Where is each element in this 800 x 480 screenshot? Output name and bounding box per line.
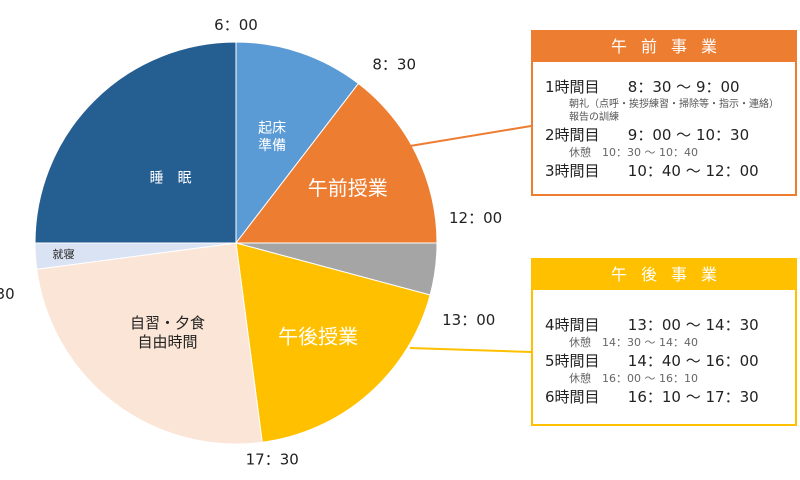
time-label: 23：30 (0, 285, 15, 303)
time-label: 13：00 (442, 311, 495, 329)
period-time: 14：40 ～ 16：00 (627, 352, 759, 370)
pie-slice (234, 82, 438, 244)
period-note: 朝礼（点呼・挨拶練習・掃除等・指示・連絡） 報告の訓練 (545, 98, 785, 124)
period-note-text: 朝礼（点呼・挨拶練習・掃除等・指示・連絡） 報告の訓練 (569, 99, 779, 123)
time-label: 12：00 (449, 209, 502, 227)
slice-label: 起床準備 (258, 121, 286, 155)
slice-label: 自習・夕食自由時間 (130, 314, 205, 351)
time-label: 6：00 (214, 16, 258, 34)
morning-schedule-box: 午前事業 1時間目 8：30 ～ 9：00 朝礼（点呼・挨拶練習・掃除等・指示・… (531, 30, 797, 196)
period-name: 3時間目 (545, 162, 600, 180)
period-time: 10：40 ～ 12：00 (627, 162, 759, 180)
pie-slice (235, 242, 431, 443)
period-row: 5時間目 14：40 ～ 16：00 (545, 350, 785, 372)
period-row: 2時間目 9：00 ～ 10：30 (545, 124, 785, 146)
slice-label: 睡 眠 (150, 171, 192, 187)
period-time: 16：10 ～ 17：30 (627, 388, 759, 406)
period-time: 13：00 ～ 14：30 (627, 316, 759, 334)
period-row: 6時間目 16：10 ～ 17：30 (545, 386, 785, 408)
break-note: 休憩 14：30 ～ 14：40 (569, 336, 698, 349)
period-row: 1時間目 8：30 ～ 9：00 (545, 76, 785, 98)
period-name: 5時間目 (545, 352, 600, 370)
time-label: 8：30 (372, 56, 416, 74)
slice-label: 就寝 (53, 247, 75, 261)
afternoon-box-title: 午後事業 (533, 260, 795, 290)
period-row: 4時間目 13：00 ～ 14：30 (545, 314, 785, 336)
slice-label: 午前授業 (308, 176, 388, 200)
time-label: 17：30 (246, 450, 299, 468)
period-name: 1時間目 (545, 78, 600, 96)
pie-slice (235, 41, 360, 245)
period-time: 9：00 ～ 10：30 (627, 126, 750, 144)
period-name: 2時間目 (545, 126, 600, 144)
break-note: 休憩 10：30 ～ 10：40 (569, 146, 698, 159)
connector-line (409, 125, 532, 147)
break-note: 休憩 16：00 ～ 16：10 (569, 372, 698, 385)
period-time: 8：30 ～ 9：00 (627, 78, 740, 96)
slice-label: 午後授業 (278, 325, 358, 349)
pie-slice (34, 41, 237, 244)
period-row: 3時間目 10：40 ～ 12：00 (545, 160, 785, 182)
pie-slice (36, 242, 263, 445)
morning-box-title: 午前事業 (533, 32, 795, 62)
period-name: 6時間目 (545, 388, 600, 406)
period-name: 4時間目 (545, 316, 600, 334)
afternoon-schedule-box: 午後事業 4時間目 13：00 ～ 14：30 休憩 14：30 ～ 14：40… (531, 258, 797, 426)
connector-line (409, 347, 532, 353)
